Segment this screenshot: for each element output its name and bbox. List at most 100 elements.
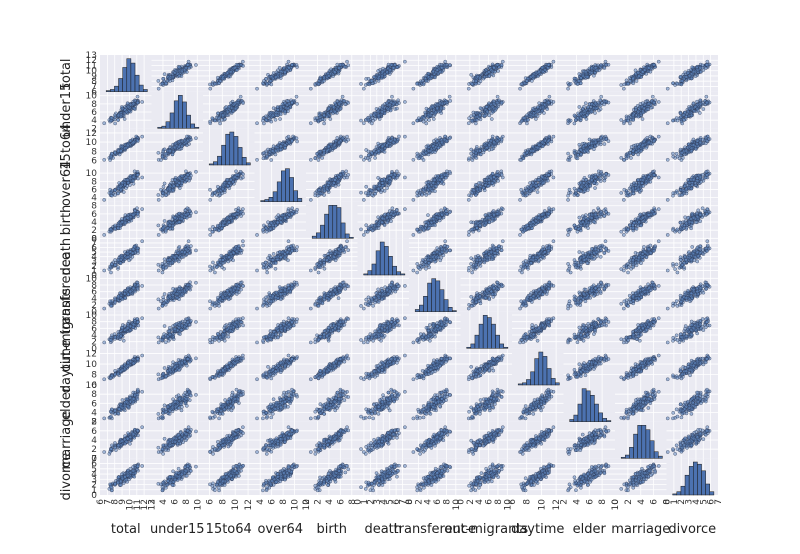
scatter-point — [632, 82, 635, 85]
hist-bar-total — [123, 67, 127, 91]
hist-bar-15to64 — [230, 132, 234, 165]
scatter-point — [219, 79, 222, 82]
scatter-point — [628, 122, 631, 125]
scatter-point — [337, 141, 340, 144]
scatter-point — [103, 158, 106, 161]
hist-bar-total — [131, 63, 135, 92]
scatter-point — [429, 114, 432, 117]
scatter-point — [173, 71, 176, 74]
scatter-point — [339, 63, 342, 66]
scatter-point — [531, 107, 534, 110]
scatter-point — [233, 66, 236, 69]
scatter-point — [362, 87, 365, 90]
scatter-point — [132, 141, 135, 144]
scatter-point — [500, 101, 503, 104]
scatter-point — [343, 100, 346, 103]
scatter-point — [317, 155, 320, 158]
scatter-point — [646, 107, 649, 110]
scatter-point — [133, 107, 136, 110]
scatter-point — [295, 137, 298, 140]
scatter-point — [377, 77, 380, 80]
hist-bar-total — [119, 78, 123, 91]
hist-bar-under15 — [182, 102, 186, 128]
scatter-point — [288, 66, 291, 69]
scatter-point — [638, 74, 641, 77]
scatter-point — [526, 118, 529, 121]
scatter-point — [275, 71, 278, 74]
scatter-point — [367, 150, 370, 153]
scatter-point — [577, 79, 580, 82]
scatter-point — [332, 105, 335, 108]
scatter-point — [531, 74, 534, 77]
scatter-point — [640, 105, 643, 108]
scatter-point — [425, 107, 428, 110]
scatter-point — [496, 101, 499, 104]
scatter-point — [699, 70, 702, 73]
scatter-point — [641, 102, 644, 105]
scatter-point — [487, 70, 490, 73]
scatter-point — [123, 117, 126, 120]
scatter-point — [262, 79, 265, 82]
scatter-point — [283, 110, 286, 113]
scatter-point — [523, 116, 526, 119]
scatter-point — [437, 110, 440, 113]
scatter-point — [274, 75, 277, 78]
scatter-point — [185, 66, 188, 69]
scatter-point — [333, 102, 336, 105]
scatter-point — [543, 100, 546, 103]
scatter-point — [403, 135, 406, 138]
scatter-point — [271, 114, 274, 117]
scatter-point — [676, 119, 679, 122]
scatter-point — [279, 74, 282, 77]
scatter-point — [374, 153, 377, 156]
scatter-point — [323, 151, 326, 154]
scatter-point — [103, 122, 106, 125]
scatter-point — [682, 118, 685, 121]
scatter-point — [327, 74, 330, 77]
scatter-point — [397, 99, 400, 102]
scatter-point — [427, 118, 430, 121]
scatter-point — [390, 95, 393, 98]
scatter-point — [541, 70, 544, 73]
scatter-point — [337, 66, 340, 69]
scatter-point — [109, 158, 112, 161]
scatter-point — [385, 102, 388, 105]
hist-bar-15to64 — [226, 134, 230, 165]
scatter-point — [221, 114, 224, 117]
scatter-point — [699, 99, 702, 102]
scatter-point — [581, 74, 584, 77]
scatter-point — [474, 79, 477, 82]
scatter-point — [157, 87, 160, 90]
scatter-point — [283, 102, 286, 105]
scatter-point — [525, 79, 528, 82]
scatter-point — [538, 102, 541, 105]
scatter-point — [412, 122, 415, 125]
scatter-point — [599, 107, 602, 110]
scatter-point — [333, 144, 336, 147]
scatter-point — [194, 63, 197, 66]
scatter-point — [216, 112, 219, 115]
scatter-point — [334, 139, 337, 142]
scatter-point — [422, 83, 425, 86]
scatter-point — [279, 105, 282, 108]
scatter-point — [114, 151, 117, 154]
scatter-point — [216, 76, 219, 79]
scatter-point — [372, 75, 375, 78]
scatter-point — [644, 100, 647, 103]
scatter-point — [178, 140, 181, 143]
scatter-point — [594, 66, 597, 69]
scatter-point — [546, 107, 549, 110]
scatter-point — [699, 66, 702, 69]
scatter-point — [377, 69, 380, 72]
scatter-point — [681, 122, 684, 125]
scatter-point — [496, 63, 499, 66]
scatter-point — [651, 95, 654, 98]
scatter-point — [333, 110, 336, 113]
scatter-point — [699, 102, 702, 105]
scatter-point — [164, 82, 167, 85]
hist-bar-total — [139, 85, 143, 92]
scatter-point — [233, 102, 236, 105]
scatter-point — [637, 115, 640, 118]
scatter-point — [173, 146, 176, 149]
scatter-point — [136, 140, 139, 143]
